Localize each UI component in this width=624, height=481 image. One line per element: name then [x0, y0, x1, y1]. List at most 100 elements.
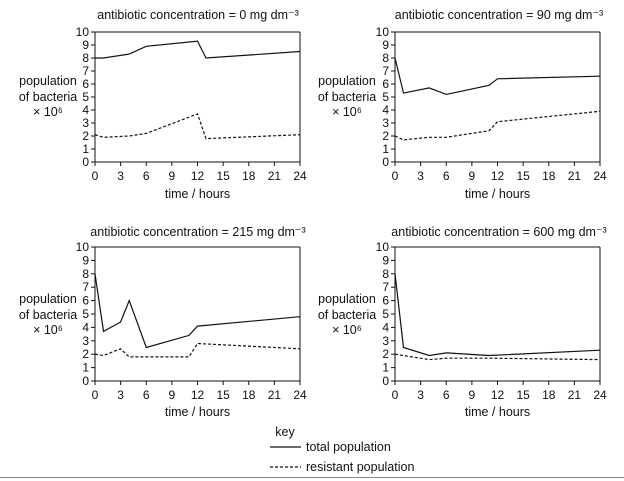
panel-2-y-tick-label: 2 — [382, 129, 389, 143]
panel-2-y-tick-label: 0 — [382, 155, 389, 169]
panel-3-x-tick-label: 21 — [268, 388, 282, 402]
panel-1-title: antibiotic concentration = 0 mg dm⁻³ — [97, 8, 299, 22]
panel-3-x-tick-label: 3 — [117, 388, 124, 402]
panel-1-y-tick-label: 8 — [82, 51, 89, 65]
panel-3-x-tick-label: 6 — [143, 388, 150, 402]
panel-4-y-tick-label: 0 — [382, 374, 389, 388]
panel-1-y-tick-label: 9 — [82, 38, 89, 52]
panel-3-x-tick-label: 18 — [242, 388, 256, 402]
panel-1-y-tick-label: 3 — [82, 116, 89, 130]
panel-3-y-tick-label: 7 — [82, 280, 89, 294]
panel-2-y-tick-label: 6 — [382, 77, 389, 91]
panel-4-y-tick-label: 6 — [382, 294, 389, 308]
panel-2-y-label-line-3: × 10⁶ — [332, 105, 362, 119]
panel-4-series-total — [394, 273, 601, 357]
panel-1-x-tick-label: 12 — [191, 169, 205, 183]
panel-2-y-tick-label: 5 — [382, 90, 389, 104]
panel-2-x-tick-label: 21 — [568, 169, 582, 183]
panel-1-y-tick-label: 1 — [82, 142, 89, 156]
panel-1-y-tick-label: 5 — [82, 90, 89, 104]
panel-1-x-tick-label: 24 — [293, 169, 307, 183]
panel-4-y-label-line-3: × 10⁶ — [332, 323, 362, 337]
panel-4-y-tick-label: 9 — [382, 253, 389, 267]
panel-3-title: antibiotic concentration = 215 mg dm⁻³ — [90, 225, 305, 239]
panel-3-y-tick-label: 9 — [82, 253, 89, 267]
panel-4-y-tick-label: 3 — [382, 334, 389, 348]
panel-4-x-tick-label: 3 — [417, 388, 424, 402]
panel-3-y-tick-label: 1 — [82, 361, 89, 375]
panel-2-y-tick-label: 7 — [382, 64, 389, 78]
panel-4-x-tick-label: 18 — [542, 388, 556, 402]
panel-1-y-tick-label: 7 — [82, 64, 89, 78]
panel-4-y-tick-label: 2 — [382, 347, 389, 361]
panel-3-y-tick-label: 4 — [82, 320, 89, 334]
panel-4-x-tick-label: 12 — [491, 388, 505, 402]
panel-2-title: antibiotic concentration = 90 mg dm⁻³ — [395, 8, 603, 22]
panel-4-y-tick-label: 8 — [382, 267, 389, 281]
panel-1-x-tick-label: 21 — [268, 169, 282, 183]
bottom-rule — [0, 477, 624, 478]
panel-1-y-tick-label: 10 — [76, 25, 90, 39]
panel-4-y-tick-label: 5 — [382, 307, 389, 321]
panel-2-y-tick-label: 9 — [382, 38, 389, 52]
panel-1-y-label-line-3: × 10⁶ — [33, 105, 63, 119]
panel-4-y-tick-label: 1 — [382, 361, 389, 375]
panel-3-y-tick-label: 2 — [82, 347, 89, 361]
panel-1-y-label-line-1: population — [19, 74, 77, 88]
panel-2-series-resistant — [394, 110, 601, 141]
panel-4-y-label-line-1: population — [318, 292, 376, 306]
panel-3-y-tick-label: 10 — [76, 240, 90, 254]
panel-1-y-label-line-2: of bacteria — [19, 90, 77, 104]
panel-4-x-tick-label: 0 — [392, 388, 399, 402]
panel-4-series-resistant — [394, 353, 601, 361]
panel-2-series-total — [394, 57, 601, 96]
panel-2-y-tick-label: 1 — [382, 142, 389, 156]
panel-4-x-tick-label: 24 — [593, 388, 607, 402]
panel-4-y-tick-label: 7 — [382, 280, 389, 294]
panel-3-series-resistant — [94, 342, 301, 358]
panel-1-x-tick-label: 3 — [117, 169, 124, 183]
panel-1-x-tick-label: 15 — [216, 169, 230, 183]
panel-2-y-tick-label: 10 — [376, 25, 390, 39]
panel-3-y-tick-label: 6 — [82, 294, 89, 308]
panel-3-series-total — [94, 273, 301, 349]
panel-3-x-tick-label: 15 — [216, 388, 230, 402]
panel-2-x-tick-label: 18 — [542, 169, 556, 183]
panel-2-x-tick-label: 12 — [491, 169, 505, 183]
panel-3-x-tick-label: 12 — [191, 388, 205, 402]
panel-2-y-label-line-1: population — [318, 74, 376, 88]
panel-1-series-total — [95, 40, 301, 59]
panel-4-x-tick-label: 9 — [469, 388, 476, 402]
panel-4-title: antibiotic concentration = 600 mg dm⁻³ — [391, 225, 606, 239]
panel-4-y-tick-label: 4 — [382, 320, 389, 334]
panel-3-y-tick-label: 8 — [82, 267, 89, 281]
panel-1-x-tick-label: 18 — [242, 169, 256, 183]
panel-2-x-tick-label: 6 — [443, 169, 450, 183]
panel-1-y-tick-label: 4 — [82, 103, 89, 117]
panel-1-x-tick-label: 6 — [143, 169, 150, 183]
panel-1-x-label: time / hours — [165, 187, 230, 201]
panel-3-x-tick-label: 9 — [169, 388, 176, 402]
panel-3-y-tick-label: 5 — [82, 307, 89, 321]
panel-4-x-tick-label: 6 — [443, 388, 450, 402]
panel-2-x-label: time / hours — [465, 187, 530, 201]
panel-4-x-label: time / hours — [465, 405, 530, 419]
panel-2-x-tick-label: 0 — [392, 169, 399, 183]
panel-1-y-tick-label: 6 — [82, 77, 89, 91]
panel-2-y-tick-label: 8 — [382, 51, 389, 65]
panel-2-y-tick-label: 3 — [382, 116, 389, 130]
panel-3-x-tick-label: 0 — [92, 388, 99, 402]
panel-2-y-tick-label: 4 — [382, 103, 389, 117]
panel-3-y-label-line-2: of bacteria — [19, 308, 77, 322]
panel-3-x-label: time / hours — [165, 405, 230, 419]
panel-3-y-label-line-3: × 10⁶ — [33, 323, 63, 337]
panel-3-y-tick-label: 3 — [82, 334, 89, 348]
panel-2-x-tick-label: 24 — [593, 169, 607, 183]
panel-3-x-tick-label: 24 — [293, 388, 307, 402]
panel-1-x-tick-label: 9 — [169, 169, 176, 183]
panel-1-y-tick-label: 2 — [82, 129, 89, 143]
panel-2-x-tick-label: 9 — [469, 169, 476, 183]
panel-1-series-resistant — [94, 113, 301, 140]
panel-4-x-tick-label: 15 — [516, 388, 530, 402]
